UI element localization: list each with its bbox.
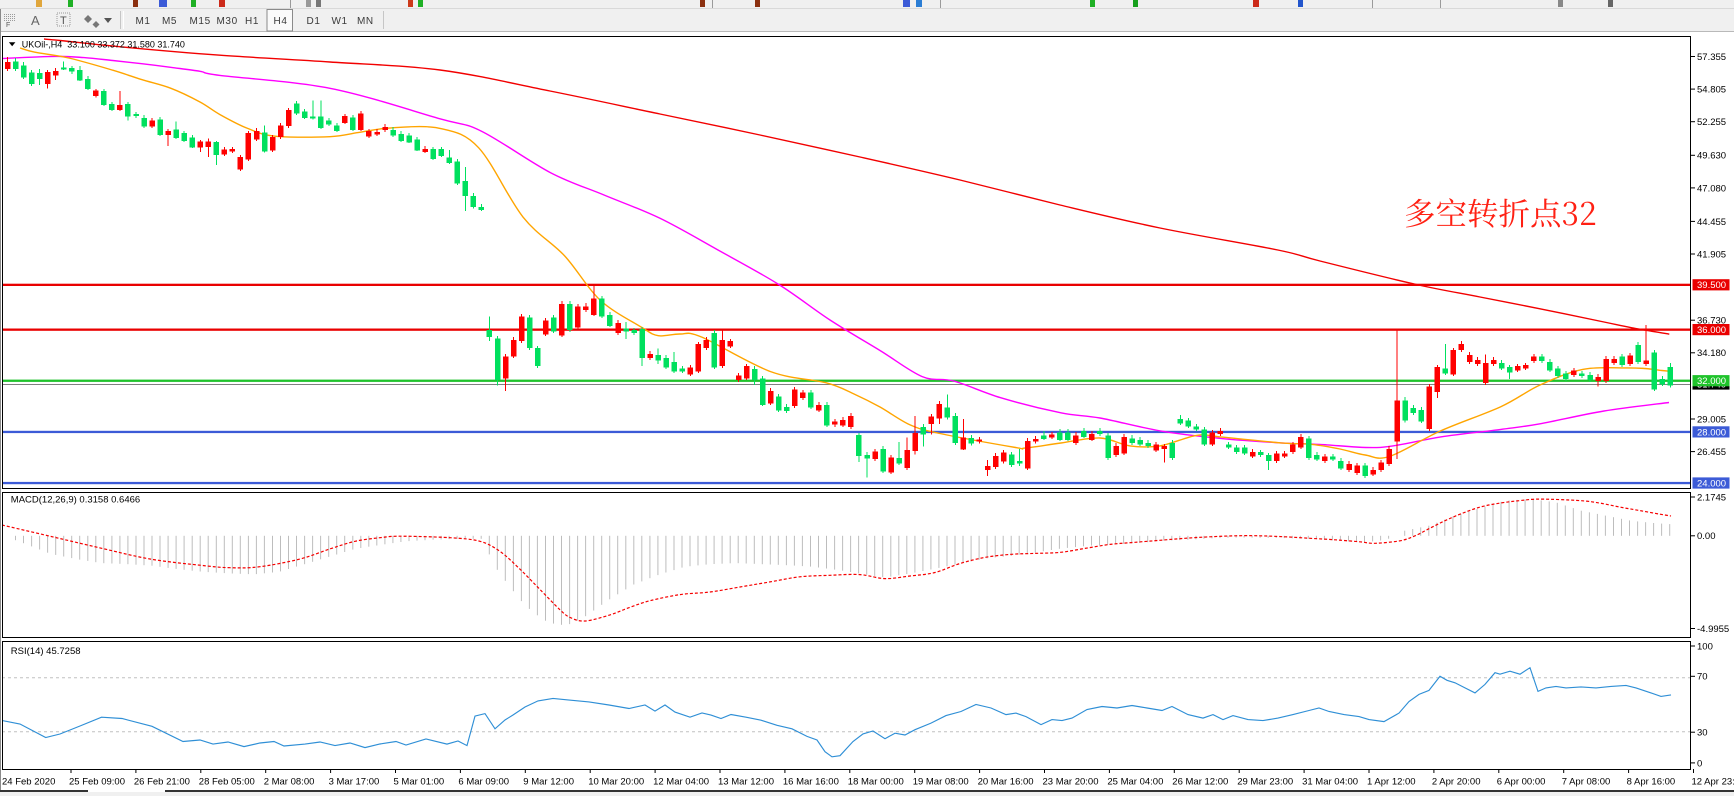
svg-text:18 Mar 00:00: 18 Mar 00:00 (848, 777, 904, 788)
svg-text:20 Mar 16:00: 20 Mar 16:00 (978, 777, 1034, 788)
svg-text:7 Apr 08:00: 7 Apr 08:00 (1562, 777, 1611, 788)
svg-text:T: T (60, 15, 67, 27)
svg-text:W1: W1 (332, 16, 348, 27)
svg-text:2.1745: 2.1745 (1697, 492, 1726, 503)
svg-text:0.00: 0.00 (1697, 531, 1716, 542)
svg-text:36.000: 36.000 (1697, 325, 1726, 336)
svg-text:M30: M30 (217, 16, 238, 27)
svg-text:M1: M1 (136, 16, 151, 27)
svg-text:57.355: 57.355 (1697, 52, 1726, 63)
svg-text:36.730: 36.730 (1697, 316, 1726, 327)
svg-text:5 Mar 01:00: 5 Mar 01:00 (394, 777, 445, 788)
svg-text:2 Apr 20:00: 2 Apr 20:00 (1432, 777, 1481, 788)
svg-text:26.455: 26.455 (1697, 447, 1726, 458)
svg-text:10 Mar 20:00: 10 Mar 20:00 (588, 777, 644, 788)
svg-text:MN: MN (357, 16, 374, 27)
svg-text:6 Apr 00:00: 6 Apr 00:00 (1497, 777, 1546, 788)
svg-text:24.000: 24.000 (1697, 478, 1726, 489)
svg-text:1 Apr 12:00: 1 Apr 12:00 (1367, 777, 1416, 788)
svg-text:24 Feb 2020: 24 Feb 2020 (2, 777, 55, 788)
svg-text:49.630: 49.630 (1697, 151, 1726, 162)
svg-text:12 Apr 23:00: 12 Apr 23:00 (1692, 777, 1734, 788)
svg-text:H1: H1 (245, 16, 259, 27)
svg-text:8 Apr 16:00: 8 Apr 16:00 (1627, 777, 1676, 788)
svg-text:28 Feb 05:00: 28 Feb 05:00 (199, 777, 255, 788)
svg-text:47.080: 47.080 (1697, 183, 1726, 194)
svg-text:54.805: 54.805 (1697, 85, 1726, 96)
svg-text:16 Mar 16:00: 16 Mar 16:00 (783, 777, 839, 788)
svg-text:9 Mar 12:00: 9 Mar 12:00 (523, 777, 574, 788)
svg-text:3 Mar 17:00: 3 Mar 17:00 (329, 777, 380, 788)
svg-text:12 Mar 04:00: 12 Mar 04:00 (653, 777, 709, 788)
svg-text:RSI(14) 45.7258: RSI(14) 45.7258 (11, 646, 81, 657)
svg-text:H4: H4 (274, 16, 288, 27)
svg-text:25 Feb 09:00: 25 Feb 09:00 (69, 777, 125, 788)
svg-text:D1: D1 (307, 16, 321, 27)
svg-text:2 Mar 08:00: 2 Mar 08:00 (264, 777, 315, 788)
svg-text:30: 30 (1697, 728, 1708, 739)
svg-text:70: 70 (1697, 672, 1708, 683)
svg-text:23 Mar 20:00: 23 Mar 20:00 (1043, 777, 1099, 788)
svg-text:26 Mar 12:00: 26 Mar 12:00 (1172, 777, 1228, 788)
svg-text:25 Mar 04:00: 25 Mar 04:00 (1107, 777, 1163, 788)
svg-text:M5: M5 (162, 16, 177, 27)
svg-text:44.455: 44.455 (1697, 217, 1726, 228)
svg-text:52.255: 52.255 (1697, 117, 1726, 128)
svg-text:29.005: 29.005 (1697, 414, 1726, 425)
svg-text:31 Mar 04:00: 31 Mar 04:00 (1302, 777, 1358, 788)
svg-text:6 Mar 09:00: 6 Mar 09:00 (458, 777, 509, 788)
svg-text:13 Mar 12:00: 13 Mar 12:00 (718, 777, 774, 788)
svg-text:100: 100 (1697, 641, 1713, 652)
svg-text:41.905: 41.905 (1697, 249, 1726, 260)
svg-text:39.500: 39.500 (1697, 280, 1726, 291)
svg-text:M15: M15 (190, 16, 211, 27)
svg-text:34.180: 34.180 (1697, 348, 1726, 359)
svg-text:32.000: 32.000 (1697, 376, 1726, 387)
svg-text:26 Feb 21:00: 26 Feb 21:00 (134, 777, 190, 788)
svg-text:28.000: 28.000 (1697, 427, 1726, 438)
svg-text:MACD(12,26,9) 0.3158 0.6466: MACD(12,26,9) 0.3158 0.6466 (11, 495, 140, 506)
svg-text:29 Mar 23:00: 29 Mar 23:00 (1237, 777, 1293, 788)
svg-text:0: 0 (1697, 758, 1702, 769)
svg-text:-4.9955: -4.9955 (1697, 624, 1729, 635)
svg-text:19 Mar 08:00: 19 Mar 08:00 (913, 777, 969, 788)
svg-text:F: F (6, 22, 10, 29)
svg-text:A: A (31, 13, 40, 28)
svg-text:UKOil-,H4 33.100 33.372 31.58: UKOil-,H4 33.100 33.372 31.580 31.740 (22, 40, 185, 50)
